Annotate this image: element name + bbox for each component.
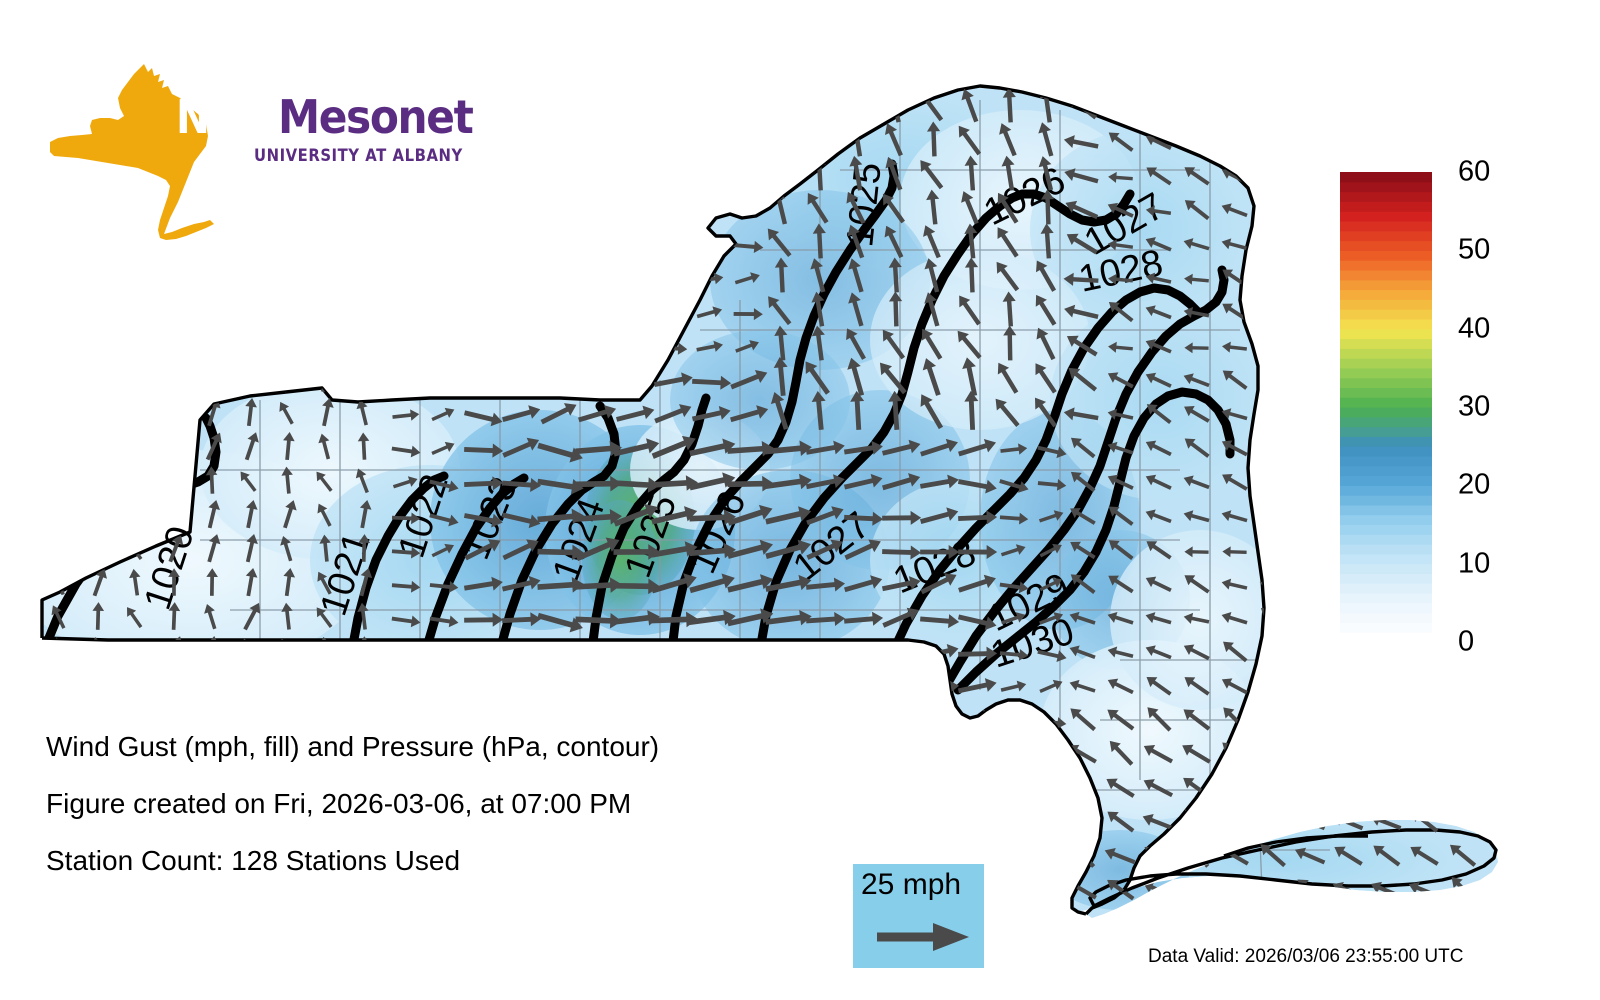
wind-reference-arrow-icon xyxy=(877,923,969,951)
colorbar-tick-50: 50 xyxy=(1458,233,1491,266)
colorbar-tick-40: 40 xyxy=(1458,312,1491,345)
nys-mesonet-logo: NYS Mesonet UNIVERSITY AT ALBANY xyxy=(48,62,474,242)
figure-caption: Wind Gust (mph, fill) and Pressure (hPa,… xyxy=(46,718,866,889)
wind-legend-label: 25 mph xyxy=(861,868,962,901)
colorbar-tick-10: 10 xyxy=(1458,547,1491,580)
new-york-state-silhouette-icon xyxy=(50,64,214,240)
colorbar-tick-20: 20 xyxy=(1458,468,1491,501)
colorbar-tick-0: 0 xyxy=(1458,625,1475,658)
colorbar-tick-60: 60 xyxy=(1458,155,1491,188)
caption-station-count: Station Count: 128 Stations Used xyxy=(46,845,461,876)
state-outline xyxy=(40,84,1498,916)
wind-gust-colorbar: 60 50 40 30 20 10 0 xyxy=(1340,156,1550,658)
colorbar-gradient xyxy=(1340,172,1432,642)
logo-subtitle: UNIVERSITY AT ALBANY xyxy=(254,146,463,165)
colorbar-tick-30: 30 xyxy=(1458,390,1491,423)
colorbar-tick-labels: 60 50 40 30 20 10 0 xyxy=(1440,156,1540,658)
wind-speed-reference-legend: 25 mph xyxy=(853,864,984,968)
caption-created: Figure created on Fri, 2026-03-06, at 07… xyxy=(46,788,632,819)
logo-nys-text: NYS xyxy=(176,90,267,144)
data-valid-timestamp: Data Valid: 2026/03/06 23:55:00 UTC xyxy=(1148,946,1464,967)
contour-label-1025-north: 1025 xyxy=(839,160,890,248)
caption-title: Wind Gust (mph, fill) and Pressure (hPa,… xyxy=(46,731,660,762)
logo-mesonet-text: Mesonet xyxy=(277,90,474,144)
